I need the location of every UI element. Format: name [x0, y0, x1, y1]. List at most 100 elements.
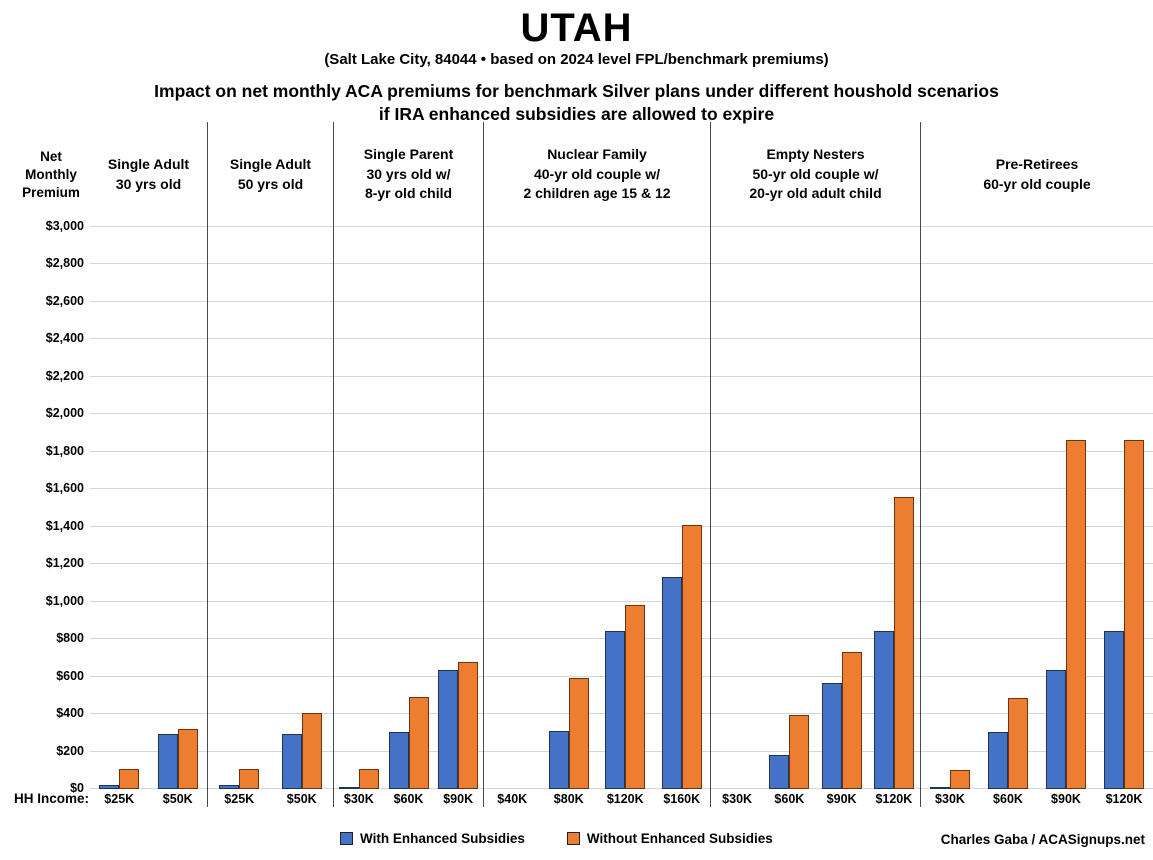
bar-with-enhanced-subsidies: [821, 683, 842, 789]
chart-area: Net Monthly Premium $3,000 $2,800 $2,600 $2…: [0, 122, 1153, 818]
scenario-panel: Single Adult 30 yrs old $25K $50K: [90, 122, 207, 807]
scenario-plot: [484, 227, 710, 789]
legend-item: With Enhanced Subsidies: [340, 831, 525, 846]
bar-with-enhanced-subsidies: [605, 631, 626, 789]
bar-without-enhanced-subsidies: [177, 729, 198, 789]
page-subtitle: (Salt Lake City, 84044 • based on 2024 l…: [324, 51, 829, 68]
y-tick-label: $400: [56, 706, 84, 721]
bar-pair-slot: [979, 227, 1037, 789]
bar-pair-slot: [271, 227, 334, 789]
bar-without-enhanced-subsidies: [681, 525, 702, 789]
scenario-header: Single Adult 50 yrs old: [229, 156, 312, 192]
bar-pair-slot: [763, 227, 815, 789]
income-tick-label: $30K: [935, 792, 965, 806]
income-tick-label: $120K: [875, 792, 913, 806]
y-axis-title: Net Monthly Premium: [22, 149, 80, 200]
page-title: UTAH: [520, 6, 633, 50]
bar-without-enhanced-subsidies: [568, 678, 589, 789]
income-labels-row: $25K $50K: [208, 792, 333, 810]
bar-pair-slot: [384, 227, 434, 789]
gridline: [90, 413, 1153, 415]
bar-without-enhanced-subsidies: [1124, 440, 1144, 789]
bar-pair-slot: [1095, 227, 1153, 789]
bar-with-enhanced-subsidies: [769, 755, 790, 789]
bar-without-enhanced-subsidies: [1066, 440, 1086, 789]
y-tick-label: $2,800: [45, 256, 84, 271]
bar-pair-slot: [149, 227, 208, 789]
income-tick-label: $120K: [606, 792, 644, 806]
bar-without-enhanced-subsidies: [625, 605, 646, 789]
bar-pair-slot: [1037, 227, 1095, 789]
gridline: [90, 488, 1153, 490]
income-tick-label: $60K: [774, 792, 805, 806]
scenario-header: Single Adult 30 yrs old: [107, 156, 190, 192]
gridline: [90, 263, 1153, 265]
bar-pair-slot: [208, 227, 271, 789]
bar-without-enhanced-subsidies: [841, 652, 862, 789]
chart-footer: With Enhanced Subsidies Without Enhanced …: [0, 831, 1153, 855]
income-tick-label: $80K: [553, 792, 584, 806]
gridline: [90, 525, 1153, 527]
y-tick-label: $1,400: [45, 518, 84, 533]
y-tick-label: $1,600: [45, 481, 84, 496]
y-tick-label: $800: [56, 631, 84, 646]
income-tick-label: $90K: [1051, 792, 1081, 806]
bar-without-enhanced-subsidies: [358, 769, 379, 789]
y-tick-label: $0: [70, 781, 84, 795]
bar-with-enhanced-subsidies: [338, 787, 359, 789]
bar-pair-slot: [654, 227, 711, 789]
income-tick-label: $120K: [1105, 792, 1143, 806]
income-labels-row: $40K $80K $120K $160K: [484, 792, 710, 810]
y-tick-label: $2,000: [45, 406, 84, 421]
scenario-panel: Pre-Retirees 60-yr old couple $30K $60K $90…: [920, 122, 1153, 807]
bar-pair-slot: [90, 227, 149, 789]
bar-without-enhanced-subsidies: [893, 497, 914, 789]
scenario-header: Nuclear Family 40-yr old couple w/ 2 chi…: [523, 146, 671, 202]
income-labels-row: $30K $60K $90K $120K: [921, 792, 1153, 810]
legend-swatch-without-subsidies: [566, 832, 580, 845]
y-tick-label: $3,000: [45, 219, 84, 233]
y-axis-tick-labels: $3,000 $2,800 $2,600 $2,400 $2,200 $2,000 $1,8…: [0, 122, 84, 807]
bar-pair-slot: [816, 227, 868, 789]
income-tick-label: $60K: [993, 792, 1023, 806]
chart-heading: Impact on net monthly ACA premiums for b…: [0, 80, 1153, 126]
scenario-panel: Nuclear Family 40-yr old couple w/ 2 chi…: [483, 122, 710, 807]
chart-heading-line1: Impact on net monthly ACA premiums for b…: [154, 81, 999, 101]
bar-with-enhanced-subsidies: [157, 734, 178, 789]
bar-with-enhanced-subsidies: [1046, 670, 1066, 789]
bar-pair-slot: [541, 227, 598, 789]
x-axis-label: HH Income:: [14, 791, 90, 806]
gridline: [90, 226, 1153, 227]
scenario-panel: Single Parent 30 yrs old w/ 8-yr old chi…: [333, 122, 483, 807]
scenario-plot: [711, 227, 920, 789]
bar-with-enhanced-subsidies: [548, 731, 569, 789]
y-tick-label: $2,200: [45, 368, 84, 383]
y-tick-label: $1,000: [45, 593, 84, 608]
legend-item: Without Enhanced Subsidies: [566, 831, 773, 846]
scenario-header: Single Parent 30 yrs old w/ 8-yr old chi…: [363, 146, 454, 202]
bar-pair-slot: [921, 227, 979, 789]
bar-without-enhanced-subsidies: [119, 769, 140, 789]
bar-pair-slot: [711, 227, 763, 789]
income-tick-label: $50K: [286, 792, 317, 806]
bar-with-enhanced-subsidies: [1104, 631, 1124, 789]
bar-with-enhanced-subsidies: [99, 785, 120, 789]
income-tick-label: $160K: [663, 792, 701, 806]
bar-without-enhanced-subsidies: [239, 769, 260, 789]
y-tick-label: $2,600: [45, 293, 84, 308]
y-tick-label: $1,200: [45, 556, 84, 571]
bar-with-enhanced-subsidies: [281, 734, 302, 789]
income-tick-label: $30K: [722, 792, 753, 806]
scenario-panel: Empty Nesters 50-yr old couple w/ 20-yr …: [710, 122, 920, 807]
legend: With Enhanced Subsidies Without Enhanced …: [340, 831, 773, 846]
scenario-plot: [334, 227, 483, 789]
bar-without-enhanced-subsidies: [1008, 698, 1028, 789]
income-labels-row: $30K $60K $90K $120K: [711, 792, 920, 810]
y-tick-label: $200: [56, 743, 84, 758]
bar-without-enhanced-subsidies: [408, 697, 429, 789]
y-tick-label: $2,400: [45, 331, 84, 346]
gridline: [90, 563, 1153, 565]
chart-heading-line2: if IRA enhanced subsidies are allowed to…: [378, 104, 775, 124]
bar-with-enhanced-subsidies: [661, 577, 682, 789]
bar-pair-slot: [484, 227, 541, 789]
